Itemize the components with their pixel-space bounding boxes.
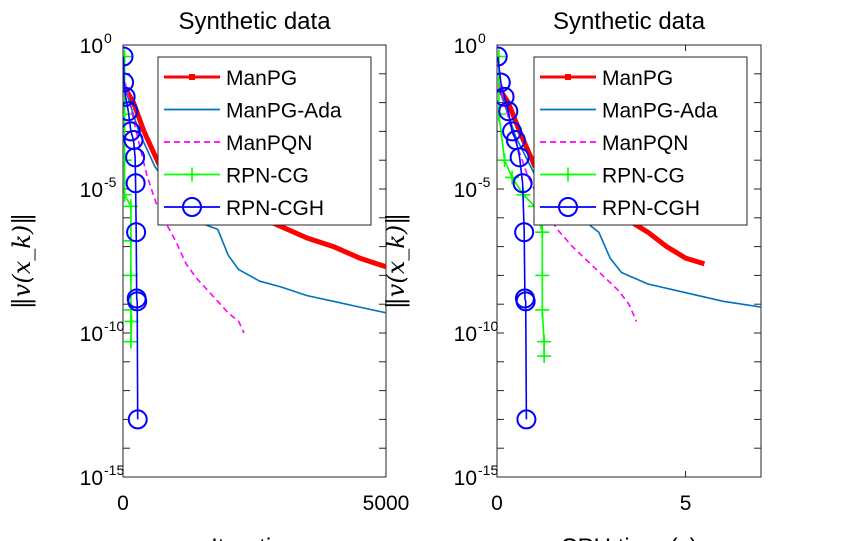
legend-entry-label: RPN-CGH (226, 197, 324, 220)
x-axis-label: Iteration (211, 534, 298, 541)
legend-swatch-marker (182, 197, 202, 217)
y-tick-label: 10 (80, 467, 103, 490)
data-point (126, 222, 147, 243)
legend-entry-label: RPN-CGH (602, 197, 700, 220)
legend-swatch-marker (189, 74, 195, 80)
data-point (497, 86, 515, 107)
y-tick-exponent: 0 (104, 30, 112, 46)
data-point (127, 291, 148, 312)
series-rpn-cgh (497, 46, 537, 430)
legend-entry-label: ManPQN (226, 132, 312, 155)
chart-title: Synthetic data (553, 8, 706, 35)
data-point (123, 46, 134, 67)
y-tick-exponent: -10 (104, 318, 124, 334)
data-point (497, 46, 508, 67)
y-tick-base: 10 (454, 323, 477, 346)
y-tick-label: 10 (454, 467, 477, 490)
data-point (127, 409, 148, 430)
chart-title: Synthetic data (178, 8, 331, 35)
y-tick-exponent: -15 (478, 462, 498, 478)
y-axis-label: ‖v(x_k)‖ (8, 213, 37, 309)
legend: ManPG ManPG-Ada ManPQN RPN-CG RPN-CGH (157, 56, 372, 226)
legend-swatch-marker (558, 197, 578, 217)
y-tick-exponent: 0 (478, 30, 486, 46)
y-tick-exponent: -5 (478, 174, 491, 190)
legend-swatch-marker (185, 167, 199, 182)
legend-entry-label: ManPG-Ada (602, 100, 718, 123)
data-point (515, 291, 536, 312)
legend-entry-label: ManPG (602, 67, 673, 90)
legend-box (533, 56, 748, 226)
data-point (123, 153, 132, 168)
legend-entry-label: RPN-CG (226, 165, 309, 188)
legend-entry-label: RPN-CG (602, 165, 685, 188)
data-point (537, 349, 552, 364)
y-tick-exponent: -10 (478, 318, 498, 334)
legend-swatch-marker (561, 167, 575, 182)
data-point (512, 173, 533, 194)
data-point (123, 101, 139, 122)
data-point (535, 268, 550, 283)
y-tick-base: 10 (454, 35, 477, 58)
y-tick-base: 10 (80, 323, 103, 346)
y-tick-label: 10 (80, 35, 103, 58)
data-point (497, 153, 512, 168)
series-line (498, 82, 638, 322)
data-point (502, 121, 523, 142)
data-point (125, 147, 146, 168)
data-point (497, 72, 511, 93)
data-point (535, 225, 550, 240)
y-tick-label: 10 (454, 179, 477, 202)
y-tick-label: 10 (454, 323, 477, 346)
data-point (123, 86, 136, 107)
series-rpn-cgh (123, 46, 148, 430)
data-point (123, 49, 132, 64)
data-point (509, 147, 530, 168)
x-tick-label: 5000 (363, 492, 410, 515)
y-tick-base: 10 (454, 467, 477, 490)
legend-entry-label: ManPG-Ada (226, 100, 342, 123)
y-tick-base: 10 (80, 179, 103, 202)
y-tick-base: 10 (80, 35, 103, 58)
y-tick-label: 10 (80, 323, 103, 346)
legend-entry-label: ManPQN (602, 132, 688, 155)
series-manpqn (498, 82, 638, 322)
x-tick-label: 0 (491, 492, 503, 515)
x-tick-label: 0 (117, 492, 129, 515)
y-tick-label: 10 (454, 35, 477, 58)
data-point (123, 187, 132, 202)
data-point (124, 314, 139, 329)
y-tick-exponent: -5 (104, 174, 117, 190)
y-axis-label: ‖v(x_k)‖ (382, 213, 411, 309)
series-manpqn (124, 82, 245, 334)
data-point (123, 268, 138, 283)
legend-box (157, 56, 372, 226)
axes-box (496, 44, 762, 478)
y-tick-base: 10 (80, 467, 103, 490)
data-point (123, 121, 141, 142)
data-point (125, 173, 146, 194)
legend-swatch-marker (565, 74, 571, 80)
x-axis-label: CPU time (s) (560, 534, 697, 541)
data-point (123, 72, 135, 93)
axes-box (122, 44, 387, 478)
data-point (123, 334, 138, 349)
data-point (498, 101, 519, 122)
data-point (535, 302, 550, 317)
y-tick-exponent: -15 (104, 462, 124, 478)
x-tick-label: 5 (680, 492, 692, 515)
data-point (514, 222, 535, 243)
y-tick-label: 10 (80, 179, 103, 202)
data-point (537, 334, 552, 349)
y-tick-base: 10 (454, 179, 477, 202)
series-line (124, 82, 245, 334)
legend: ManPG ManPG-Ada ManPQN RPN-CG RPN-CGH (533, 56, 748, 226)
legend-entry-label: ManPG (226, 67, 297, 90)
data-point (516, 409, 537, 430)
